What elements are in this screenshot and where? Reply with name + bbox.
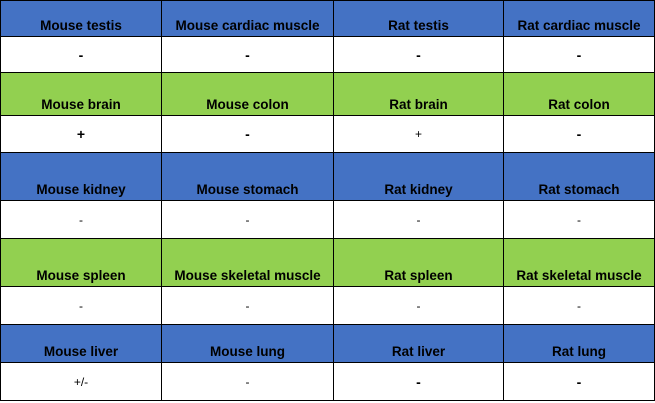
tissue-value: - xyxy=(162,363,334,401)
tissue-header: Mouse liver xyxy=(0,325,162,363)
tissue-value: - xyxy=(334,37,504,73)
tissue-header: Rat lung xyxy=(504,325,655,363)
tissue-value: - xyxy=(0,201,162,239)
tissue-value: - xyxy=(334,201,504,239)
tissue-value: - xyxy=(504,201,655,239)
tissue-header: Rat kidney xyxy=(334,153,504,201)
tissue-value: - xyxy=(0,37,162,73)
tissue-header: Rat testis xyxy=(334,0,504,37)
tissue-header: Mouse testis xyxy=(0,0,162,37)
tissue-value: - xyxy=(334,363,504,401)
tissue-header: Mouse spleen xyxy=(0,239,162,287)
tissue-value: - xyxy=(162,116,334,153)
tissue-header: Mouse kidney xyxy=(0,153,162,201)
tissue-header: Rat brain xyxy=(334,73,504,116)
tissue-value: - xyxy=(0,287,162,325)
tissue-header: Rat liver xyxy=(334,325,504,363)
tissue-header: Rat spleen xyxy=(334,239,504,287)
tissue-header: Mouse colon xyxy=(162,73,334,116)
tissue-header: Mouse cardiac muscle xyxy=(162,0,334,37)
tissue-header: Rat cardiac muscle xyxy=(504,0,655,37)
tissue-header: Rat skeletal muscle xyxy=(504,239,655,287)
tissue-value: - xyxy=(504,363,655,401)
tissue-value: - xyxy=(504,287,655,325)
tissue-header: Mouse skeletal muscle xyxy=(162,239,334,287)
tissue-header: Mouse stomach xyxy=(162,153,334,201)
tissue-header: Mouse lung xyxy=(162,325,334,363)
tissue-value: - xyxy=(504,116,655,153)
tissue-value: - xyxy=(334,287,504,325)
tissue-header: Rat stomach xyxy=(504,153,655,201)
tissue-header: Mouse brain xyxy=(0,73,162,116)
tissue-value: - xyxy=(162,37,334,73)
tissue-value: - xyxy=(162,201,334,239)
tissue-header: Rat colon xyxy=(504,73,655,116)
tissue-value: - xyxy=(162,287,334,325)
tissue-value: +/- xyxy=(0,363,162,401)
tissue-value: - xyxy=(504,37,655,73)
tissue-value: + xyxy=(0,116,162,153)
tissue-value: + xyxy=(334,116,504,153)
